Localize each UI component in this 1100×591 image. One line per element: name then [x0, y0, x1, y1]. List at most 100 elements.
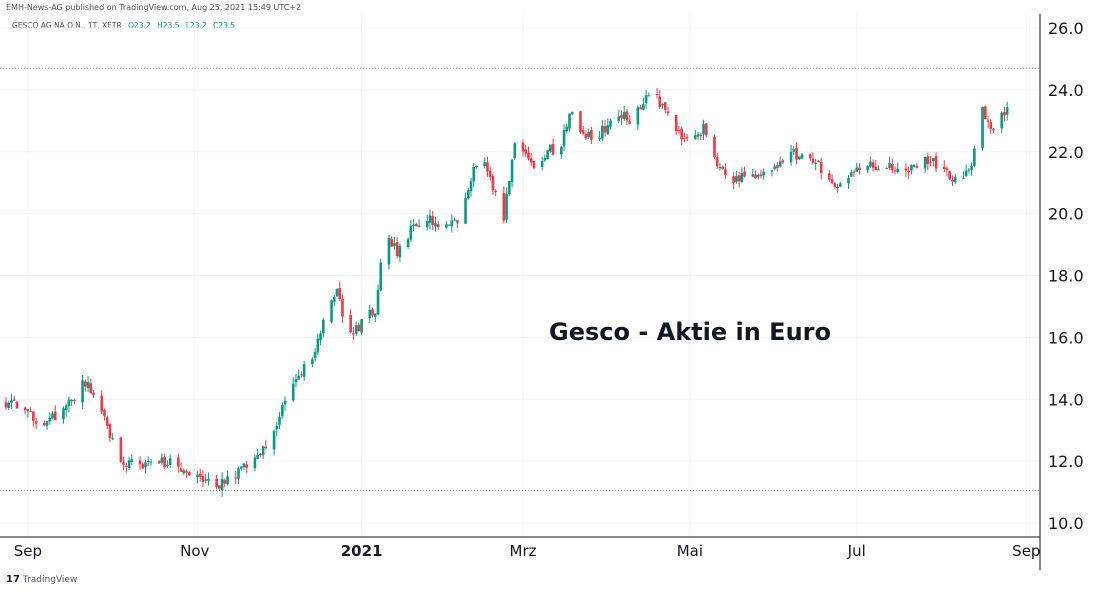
- candle-down: [119, 437, 123, 462]
- candle-up: [1005, 107, 1009, 115]
- candle-up: [923, 157, 927, 169]
- candle-up: [543, 157, 547, 161]
- candle-up: [160, 457, 164, 463]
- ohlc-open: O23.2: [128, 21, 151, 30]
- candle-down: [521, 142, 525, 152]
- candle-up: [425, 221, 429, 228]
- candle-up: [302, 364, 306, 377]
- candle-down: [677, 129, 681, 131]
- reference-lines: [0, 67, 1040, 492]
- price-tick-label: 18.0: [1048, 267, 1084, 286]
- candle-down: [53, 411, 57, 421]
- candle-up: [450, 220, 454, 227]
- candle-up: [472, 166, 476, 182]
- candle-up: [770, 170, 774, 172]
- candle-down: [100, 395, 104, 412]
- candle-up: [877, 169, 880, 171]
- candle-up: [379, 262, 383, 291]
- price-axis[interactable]: 26.0 24.0 22.0 20.0 18.0 16.0 14.0 12.0 10.0: [1048, 19, 1084, 533]
- candle-up: [970, 165, 973, 171]
- candle-up: [393, 243, 396, 247]
- candle-up: [146, 461, 150, 463]
- candle-up: [111, 438, 114, 440]
- candle-up: [330, 300, 333, 322]
- candle-down: [904, 168, 908, 171]
- candle-up: [570, 112, 574, 115]
- candle-up: [45, 421, 49, 426]
- candle-up: [797, 156, 801, 160]
- candle-down: [890, 163, 894, 171]
- candle-down: [699, 134, 703, 136]
- candle-up: [168, 458, 172, 466]
- candle-up: [253, 457, 257, 469]
- candle-down: [502, 192, 506, 221]
- candle-down: [223, 480, 227, 484]
- candle-down: [436, 224, 440, 228]
- candle-down: [989, 122, 993, 129]
- candle-up: [847, 178, 850, 184]
- candle-down: [579, 111, 582, 132]
- candle-up: [127, 460, 131, 469]
- candle-up: [644, 95, 648, 103]
- candle-down: [187, 472, 191, 476]
- candlestick-series: [4, 88, 1009, 497]
- candle-up: [617, 116, 621, 121]
- candle-up: [469, 181, 473, 192]
- candle-down: [871, 162, 875, 168]
- candle-down: [893, 170, 897, 172]
- candle-down: [157, 461, 161, 464]
- candle-up: [283, 400, 287, 405]
- candle-down: [341, 298, 344, 317]
- candle-up: [335, 289, 339, 296]
- chart-grid: [0, 14, 1040, 537]
- time-axis[interactable]: Sep Nov 2021 Mrz Mai Jul Sep: [14, 542, 1041, 560]
- tradingview-footer[interactable]: 17 TradingView: [6, 574, 77, 585]
- price-tick-label: 20.0: [1048, 205, 1084, 224]
- candle-up: [196, 474, 199, 478]
- candle-up: [239, 466, 243, 469]
- candle-down: [524, 149, 528, 154]
- candle-down: [390, 238, 393, 247]
- candle-up: [869, 161, 872, 167]
- candle-down: [73, 400, 76, 402]
- candle-up: [762, 171, 766, 176]
- candle-up: [1000, 112, 1004, 129]
- candle-down: [34, 421, 38, 424]
- candle-up: [242, 463, 246, 468]
- candle-up: [962, 177, 965, 179]
- price-tick-label: 14.0: [1048, 390, 1084, 409]
- candle-down: [179, 468, 183, 472]
- candle-down: [590, 130, 593, 140]
- candle-up: [568, 113, 571, 129]
- tradingview-logo-icon: 17: [6, 574, 20, 585]
- candle-up: [417, 225, 421, 227]
- candle-down: [201, 475, 205, 482]
- candle-up: [387, 238, 391, 265]
- candle-down: [234, 477, 238, 479]
- candle-down: [89, 383, 93, 394]
- candle-up: [694, 135, 697, 139]
- candle-up: [587, 131, 590, 138]
- candle-up: [546, 150, 549, 160]
- candle-up: [778, 161, 782, 167]
- candle-down: [743, 171, 746, 177]
- candle-up: [10, 400, 13, 403]
- candle-up: [849, 172, 853, 177]
- candle-down: [92, 392, 95, 396]
- candle-up: [319, 333, 322, 341]
- candle-down: [456, 220, 459, 223]
- candle-up: [896, 169, 900, 173]
- time-tick-label: Mrz: [510, 542, 537, 560]
- candle-up: [256, 454, 259, 459]
- candle-down: [103, 410, 106, 416]
- candle-down: [431, 215, 435, 225]
- price-tick-label: 10.0: [1048, 514, 1084, 533]
- candle-down: [488, 170, 492, 177]
- candle-up: [226, 476, 229, 485]
- candle-up: [565, 126, 569, 132]
- candle-up: [510, 159, 514, 183]
- candle-up: [149, 461, 153, 463]
- candle-down: [415, 223, 418, 227]
- candle-down: [926, 156, 930, 164]
